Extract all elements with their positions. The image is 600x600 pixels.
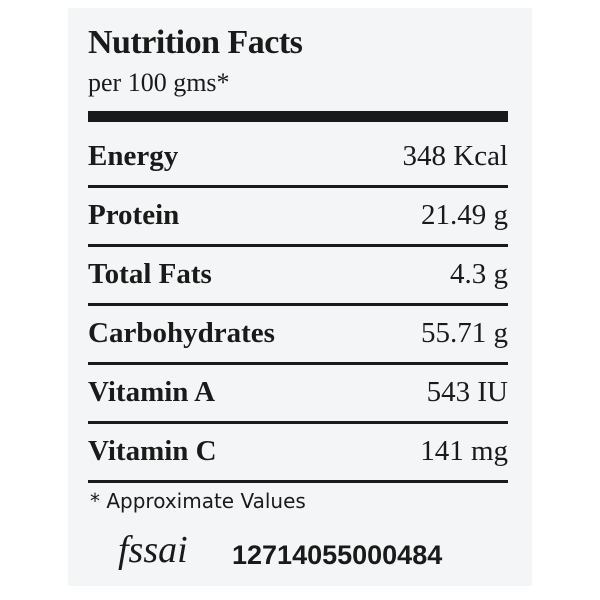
- label-panel: [68, 8, 532, 586]
- nutrient-name: Vitamin A: [88, 376, 216, 408]
- nutrient-amount: 543 IU: [426, 376, 508, 408]
- row-rule: [88, 244, 508, 247]
- nutrient-row: Protein 21.49 g: [88, 199, 508, 233]
- row-rule: [88, 303, 508, 306]
- nutrient-amount: 21.49 g: [421, 199, 508, 231]
- row-rule: [88, 421, 508, 424]
- thick-rule: [88, 111, 508, 122]
- nutrient-name: Total Fats: [88, 258, 212, 290]
- nutrient-row: Vitamin A 543 IU: [88, 376, 508, 410]
- license-number: 12714055000484: [232, 540, 443, 570]
- nutrient-name: Protein: [88, 199, 180, 231]
- nutrient-row: Total Fats 4.3 g: [88, 258, 508, 292]
- nutrient-row: Energy 348 Kcal: [88, 140, 508, 174]
- subtitle: per 100 gms*: [88, 68, 230, 97]
- row-rule: [88, 185, 508, 188]
- nutrient-name: Energy: [88, 140, 179, 172]
- row-rule: [88, 362, 508, 365]
- nutrient-amount: 141 mg: [420, 435, 508, 467]
- nutrient-row: Vitamin C 141 mg: [88, 435, 508, 469]
- fssai-logo: fssai: [118, 529, 188, 571]
- nutrient-amount: 55.71 g: [421, 317, 508, 349]
- nutrient-name: Carbohydrates: [88, 317, 275, 349]
- title: Nutrition Facts: [88, 24, 303, 61]
- nutrient-amount: 348 Kcal: [402, 140, 509, 172]
- nutrient-amount: 4.3 g: [450, 258, 508, 290]
- row-rule: [88, 480, 508, 483]
- nutrient-row: Carbohydrates 55.71 g: [88, 317, 508, 351]
- footnote: * Approximate Values: [90, 489, 306, 513]
- nutrient-name: Vitamin C: [88, 435, 217, 467]
